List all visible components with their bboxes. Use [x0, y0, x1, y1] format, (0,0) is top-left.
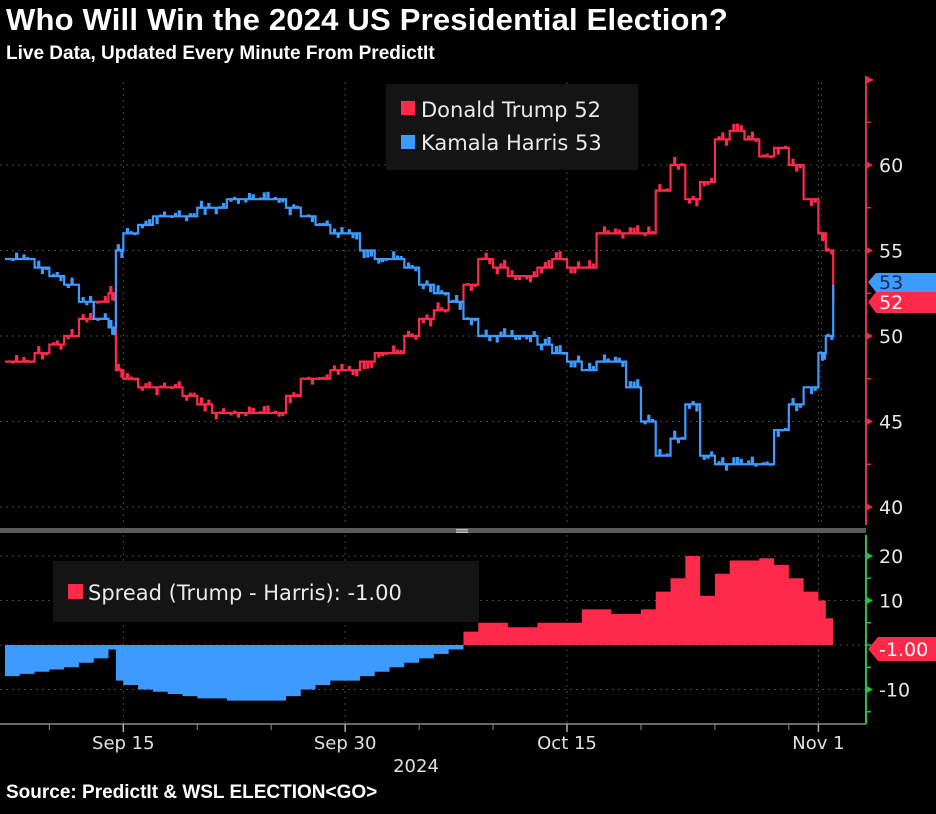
legend-swatch-harris [401, 135, 415, 149]
lower-series-group [5, 556, 834, 701]
last-value-tags: 53 52 [868, 272, 936, 314]
last-value-tag-spread-text: -1.00 [879, 639, 928, 661]
upper-axis-tick-major [866, 417, 873, 426]
upper-y-axis: 40 45 50 55 60 [865, 76, 903, 525]
lower-y-tick-label: 10 [879, 591, 903, 613]
x-tick-label: Sep 15 [92, 733, 155, 754]
spread-area-negative [5, 645, 834, 701]
lower-legend-box [53, 561, 479, 622]
upper-y-tick-label: 45 [879, 412, 903, 434]
lower-axis-tick-major [866, 552, 873, 560]
separator-handle-line-2 [456, 531, 468, 533]
last-value-tag-spread [868, 637, 936, 661]
last-value-tag-trump [868, 292, 936, 313]
upper-y-tick-label: 60 [879, 155, 903, 177]
series-line-harris [5, 191, 835, 471]
upper-gridlines [0, 82, 866, 525]
upper-axis-tick-major [866, 246, 873, 255]
spread-last-value-tag: -1.00 [868, 637, 936, 661]
x-tick-label: Oct 15 [537, 733, 597, 754]
x-tick-label: Nov 1 [792, 733, 844, 754]
lower-axis-tick-major [866, 685, 873, 694]
x-axis: Sep 15 Sep 30 Oct 15 Nov 1 [0, 723, 866, 754]
x-axis-year-label: 2024 [393, 756, 439, 777]
lower-y-tick-label: 20 [879, 546, 903, 568]
legend-label-harris: Kamala Harris 53 [421, 131, 602, 155]
x-tick-label: Sep 30 [314, 733, 377, 754]
upper-legend: Donald Trump 52 Kamala Harris 53 [386, 84, 638, 170]
legend-swatch-trump [401, 101, 415, 115]
last-value-tag-trump-text: 52 [879, 292, 903, 314]
separator-handle-line-1 [456, 529, 468, 531]
upper-y-tick-label: 55 [879, 241, 903, 263]
last-value-tag-harris-text: 53 [879, 272, 903, 294]
lower-y-axis: 20 10 -10 [865, 535, 910, 724]
lower-axis-tick-major [866, 596, 873, 605]
series-line-trump [5, 123, 835, 420]
legend-label-trump: Donald Trump 52 [421, 98, 601, 122]
upper-y-tick-label: 50 [879, 326, 903, 348]
lower-legend: Spread (Trump - Harris): -1.00 [53, 561, 479, 622]
upper-series-group [5, 123, 835, 471]
upper-axis-arrow [866, 76, 874, 84]
upper-y-tick-label: 40 [879, 497, 903, 519]
spread-area-positive [5, 556, 834, 645]
lower-y-tick-label: -10 [879, 680, 910, 702]
legend-swatch-spread [68, 584, 83, 599]
panel-separator[interactable] [0, 528, 866, 533]
upper-axis-tick-major [866, 332, 873, 340]
upper-legend-box [386, 84, 638, 170]
last-value-tag-harris [868, 273, 936, 292]
upper-axis-tick-major [866, 161, 873, 169]
upper-axis-tick-major [866, 503, 873, 511]
legend-label-spread: Spread (Trump - Harris): -1.00 [88, 581, 402, 605]
chart-subtitle: Live Data, Updated Every Minute From Pre… [6, 43, 435, 64]
chart-title: Who Will Win the 2024 US Presidential El… [6, 2, 728, 37]
source-note: Source: PredictIt & WSL ELECTION<GO> [6, 782, 378, 803]
